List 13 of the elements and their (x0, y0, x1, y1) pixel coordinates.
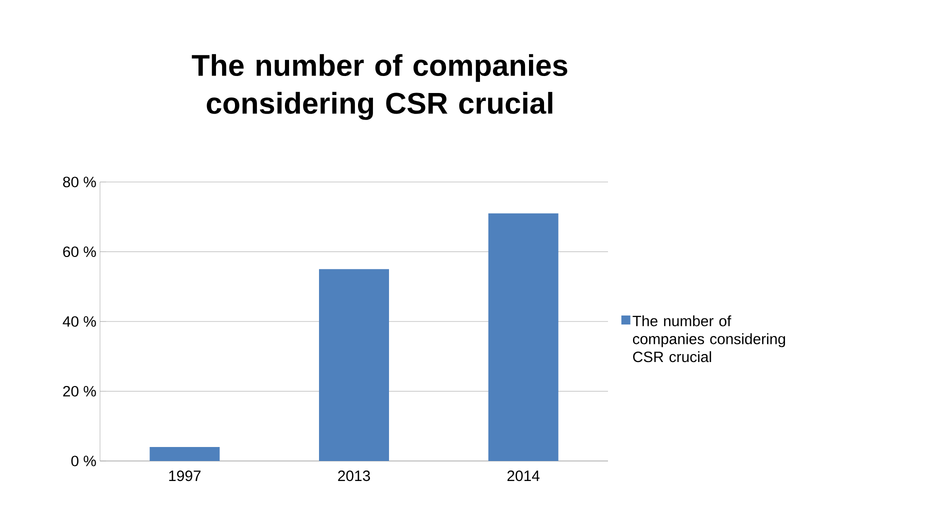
legend-label: The number of companies considering CSR crucial (632, 315, 786, 362)
x-tick-label: 2014 (507, 470, 540, 482)
chart-title: The number of companies considering CSR crucial (192, 54, 568, 120)
y-tick-label: 0 % (71, 456, 96, 466)
bar (319, 269, 390, 461)
y-tick-label: 20 % (63, 386, 96, 397)
bar (150, 447, 220, 461)
y-tick-label: 40 % (62, 316, 96, 327)
y-tick-label: 60 % (63, 246, 96, 258)
x-tick-label: 1997 (169, 470, 201, 482)
y-tick-label: 80 % (63, 176, 96, 188)
bar (488, 213, 558, 461)
x-tick-label: 2013 (338, 470, 370, 482)
